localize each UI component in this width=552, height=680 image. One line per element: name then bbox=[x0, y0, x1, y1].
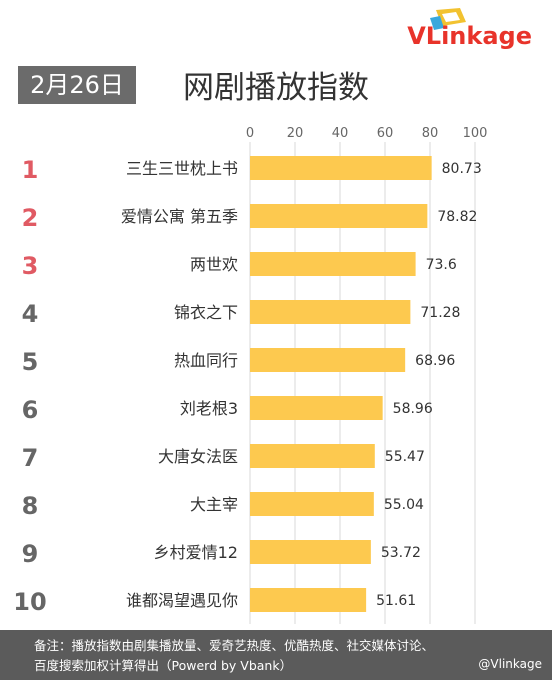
logo-text: VLinkage bbox=[407, 22, 532, 50]
bar-chart: 0 20 40 60 80 100 1 三生三世枕上书 80.73 2 爱情公寓 第五季 78.82 3… bbox=[13, 126, 488, 624]
bar bbox=[250, 204, 428, 228]
category-label: 谁都渴望遇见你 bbox=[126, 591, 238, 610]
value-label: 73.6 bbox=[426, 257, 457, 273]
chart-title: 网剧播放指数 bbox=[183, 70, 369, 106]
value-label: 58.96 bbox=[393, 401, 433, 417]
category-label: 乡村爱情12 bbox=[154, 543, 238, 562]
category-label: 三生三世枕上书 bbox=[126, 159, 238, 178]
x-tick-label: 100 bbox=[463, 126, 488, 141]
bar bbox=[250, 492, 374, 516]
value-label: 53.72 bbox=[381, 545, 421, 561]
bar bbox=[250, 444, 375, 468]
x-tick-label: 60 bbox=[377, 126, 394, 141]
rank-label: 9 bbox=[22, 540, 39, 568]
footer-note: 备注：播放指数由剧集播放量、爱奇艺热度、优酷热度、社交媒体讨论、 百度搜索加权计… bbox=[34, 636, 534, 676]
value-label: 78.82 bbox=[437, 209, 477, 225]
x-tick-label: 40 bbox=[332, 126, 349, 141]
rank-label: 2 bbox=[22, 204, 39, 232]
x-tick-label: 0 bbox=[246, 126, 254, 141]
value-label: 68.96 bbox=[415, 353, 455, 369]
category-label: 热血同行 bbox=[174, 351, 238, 370]
rank-label: 10 bbox=[13, 588, 46, 616]
bar bbox=[250, 156, 432, 180]
bar bbox=[250, 540, 371, 564]
value-label: 51.61 bbox=[376, 593, 416, 609]
bar bbox=[250, 252, 416, 276]
rank-label: 3 bbox=[22, 252, 39, 280]
category-label: 刘老根3 bbox=[180, 399, 238, 418]
logo-mark-icon bbox=[430, 8, 466, 30]
rank-label: 7 bbox=[22, 444, 39, 472]
category-label: 锦衣之下 bbox=[174, 303, 238, 322]
rank-label: 6 bbox=[22, 396, 39, 424]
rank-label: 1 bbox=[22, 156, 39, 184]
value-label: 55.47 bbox=[385, 449, 425, 465]
category-label: 大主宰 bbox=[190, 495, 238, 514]
x-tick-label: 20 bbox=[287, 126, 304, 141]
value-label: 71.28 bbox=[420, 305, 460, 321]
x-tick-label: 80 bbox=[422, 126, 439, 141]
value-label: 80.73 bbox=[442, 161, 482, 177]
bar bbox=[250, 588, 367, 612]
category-label: 爱情公寓 第五季 bbox=[121, 207, 238, 226]
footer-note-line-1: 备注：播放指数由剧集播放量、爱奇艺热度、优酷热度、社交媒体讨论、 bbox=[34, 638, 435, 653]
footer: 备注：播放指数由剧集播放量、爱奇艺热度、优酷热度、社交媒体讨论、 百度搜索加权计… bbox=[0, 630, 552, 680]
category-label: 两世欢 bbox=[190, 255, 238, 274]
weibo-watermark: @Vlinkage bbox=[478, 657, 542, 671]
date-badge: 2月26日 bbox=[18, 66, 136, 104]
rank-label: 8 bbox=[22, 492, 39, 520]
bar bbox=[250, 396, 383, 420]
category-label: 大唐女法医 bbox=[158, 447, 238, 466]
value-label: 55.04 bbox=[384, 497, 424, 513]
rank-label: 4 bbox=[22, 300, 39, 328]
footer-note-line-2: 百度搜索加权计算得出（Powerd by Vbank） bbox=[34, 658, 293, 673]
bar bbox=[250, 300, 411, 324]
bar bbox=[250, 348, 406, 372]
rank-label: 5 bbox=[22, 348, 39, 376]
